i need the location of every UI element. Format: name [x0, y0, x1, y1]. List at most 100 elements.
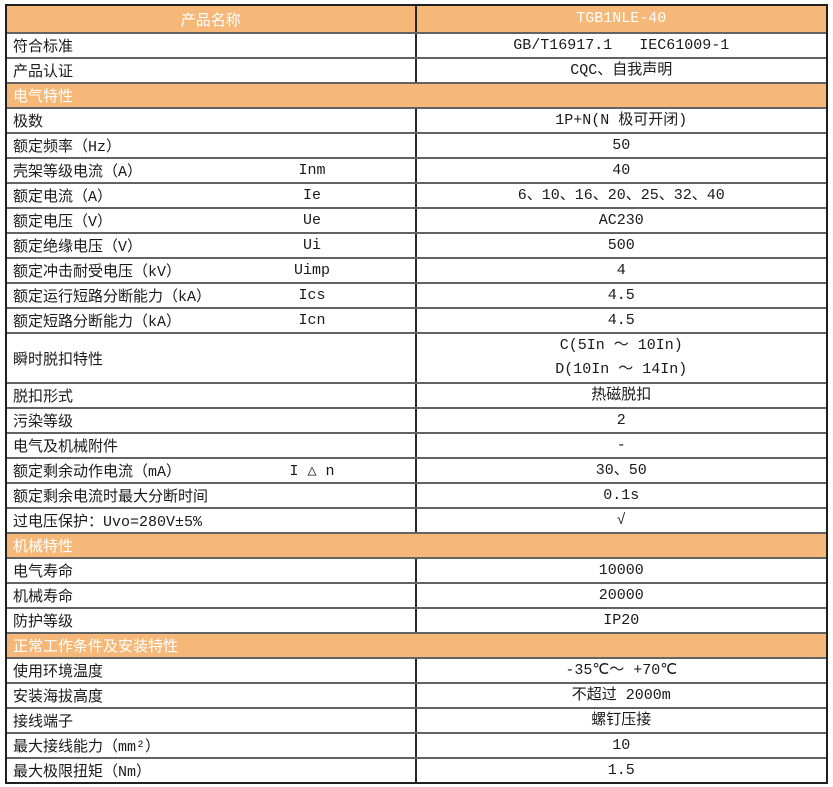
- spec-value-cell: GB/T16917.1 IEC61009-1: [513, 36, 730, 54]
- spec-value-cell: 不超过 2000m: [571, 686, 671, 704]
- spec-label-cell: 电气寿命: [7, 559, 417, 582]
- spec-symbol: Inm: [298, 162, 326, 179]
- product-name-header: 产品名称: [7, 6, 417, 32]
- spec-label-cell: 壳架等级电流（A） Inm: [7, 159, 417, 182]
- table-row: 使用环境温度 -35℃～ +70℃: [7, 657, 826, 682]
- spec-label-cell: 额定短路分断能力（kA） Icn: [7, 309, 417, 332]
- spec-value-cell: -: [616, 436, 626, 454]
- table-row: 脱扣形式 热磁脱扣: [7, 382, 826, 407]
- table-row: 符合标准 GB/T16917.1 IEC61009-1: [7, 32, 826, 57]
- spec-value-cell: -35℃～ +70℃: [565, 661, 678, 679]
- spec-label: 最大接线能力（mm²）: [13, 739, 161, 756]
- section-title: 正常工作条件及安装特性: [13, 639, 179, 656]
- spec-symbol: Icn: [298, 312, 326, 329]
- spec-label-cell: 极数: [7, 109, 417, 132]
- table-row: 额定频率（Hz） 50: [7, 132, 826, 157]
- spec-value-cell: 4.5: [607, 311, 635, 329]
- spec-label-cell: 安装海拔高度: [7, 684, 417, 707]
- spec-label: 壳架等级电流（A）: [13, 164, 143, 181]
- table-row: 额定电流（A） Ie 6、10、16、20、25、32、40: [7, 182, 826, 207]
- spec-value-cell: C(5In ～ 10In) D(10In ～ 14In): [417, 334, 827, 382]
- table-row: 额定剩余电流时最大分断时间 0.1s: [7, 482, 826, 507]
- spec-label: 脱扣形式: [13, 389, 74, 406]
- spec-label: 产品认证: [13, 64, 74, 81]
- spec-value-cell: 20000: [598, 586, 644, 604]
- table-row: 额定运行短路分断能力（kA） Ics 4.5: [7, 282, 826, 307]
- spec-value-cell: 40: [612, 161, 631, 179]
- spec-symbol: I △ n: [289, 463, 335, 480]
- spec-label: 额定频率（Hz）: [13, 139, 122, 156]
- section-title: 电气特性: [13, 89, 74, 106]
- table-row: 额定冲击耐受电压（kV） Uimp 4: [7, 257, 826, 282]
- table-row: 最大极限扭矩（Nm） 1.5: [7, 757, 826, 782]
- table-row: 最大接线能力（mm²） 10: [7, 732, 826, 757]
- spec-label-cell: 最大接线能力（mm²）: [7, 734, 417, 757]
- product-header-row: 产品名称 TGB1NLE-40: [7, 6, 826, 32]
- spec-label-cell: 接线端子: [7, 709, 417, 732]
- spec-label: 额定电流（A）: [13, 189, 113, 206]
- table-row: 产品认证 CQC、自我声明: [7, 57, 826, 82]
- spec-label: 污染等级: [13, 414, 74, 431]
- spec-label-cell: 额定绝缘电压（V） Ui: [7, 234, 417, 257]
- spec-value-cell: 500: [607, 236, 635, 254]
- spec-label-cell: 额定运行短路分断能力（kA） Ics: [7, 284, 417, 307]
- table-row: 额定电压（V） Ue AC230: [7, 207, 826, 232]
- spec-value-cell: 6、10、16、20、25、32、40: [517, 186, 725, 204]
- spec-value-cell: IP20: [603, 611, 640, 629]
- section-header-row: 机械特性: [7, 532, 826, 557]
- spec-label: 极数: [13, 114, 44, 131]
- spec-label-cell: 最大极限扭矩（Nm）: [7, 759, 417, 782]
- spec-label-cell: 额定频率（Hz）: [7, 134, 417, 157]
- spec-label: 符合标准: [13, 39, 74, 56]
- spec-label-cell: 电气及机械附件: [7, 434, 417, 457]
- spec-label-cell: 产品认证: [7, 59, 417, 82]
- spec-value-line: C(5In ～ 10In): [559, 337, 683, 354]
- spec-symbol: Ie: [302, 187, 321, 204]
- spec-value-cell: 30、50: [595, 461, 647, 479]
- spec-value-cell: 1P+N(N 极可开闭): [555, 111, 688, 129]
- table-row: 安装海拔高度 不超过 2000m: [7, 682, 826, 707]
- spec-label: 电气寿命: [13, 564, 74, 581]
- spec-symbol: Uimp: [293, 262, 330, 279]
- spec-label: 额定短路分断能力（kA）: [13, 314, 182, 331]
- spec-value-cell: 0.1s: [603, 486, 640, 504]
- spec-label: 额定电压（V）: [13, 214, 113, 231]
- section-header-row: 正常工作条件及安装特性: [7, 632, 826, 657]
- spec-label: 防护等级: [13, 614, 74, 631]
- spec-value-cell: 4.5: [607, 286, 635, 304]
- spec-value-cell: 4: [616, 261, 626, 279]
- table-row: 机械寿命 20000: [7, 582, 826, 607]
- spec-label: 接线端子: [13, 714, 74, 731]
- spec-label: 额定剩余动作电流（mA）: [13, 464, 182, 481]
- spec-label: 机械寿命: [13, 589, 74, 606]
- spec-label: 过电压保护：Uvo=280V±5%: [13, 514, 203, 531]
- spec-symbol: Ui: [302, 237, 321, 254]
- spec-value-cell: 1.5: [607, 761, 635, 779]
- spec-symbol: Ics: [298, 287, 326, 304]
- spec-label-cell: 额定剩余电流时最大分断时间: [7, 484, 417, 507]
- spec-label-cell: 污染等级: [7, 409, 417, 432]
- product-spec-table: 产品名称 TGB1NLE-40 符合标准 GB/T16917.1 IEC61009-1…: [5, 4, 828, 784]
- table-row: 壳架等级电流（A） Inm 40: [7, 157, 826, 182]
- table-row: 极数 1P+N(N 极可开闭): [7, 107, 826, 132]
- spec-value-cell: CQC、自我声明: [570, 61, 673, 79]
- spec-value-cell: 热磁脱扣: [591, 386, 652, 404]
- spec-label-cell: 额定电压（V） Ue: [7, 209, 417, 232]
- table-row: 防护等级 IP20: [7, 607, 826, 632]
- table-row: 额定短路分断能力（kA） Icn 4.5: [7, 307, 826, 332]
- spec-label: 最大极限扭矩（Nm）: [13, 764, 152, 781]
- section-title: 机械特性: [13, 539, 74, 556]
- spec-label-cell: 额定冲击耐受电压（kV） Uimp: [7, 259, 417, 282]
- spec-label: 额定运行短路分断能力（kA）: [13, 289, 212, 306]
- spec-symbol: Ue: [302, 212, 321, 229]
- spec-label: 瞬时脱扣特性: [13, 351, 104, 369]
- spec-value-cell: 10: [612, 736, 631, 754]
- table-row: 瞬时脱扣特性 C(5In ～ 10In) D(10In ～ 14In): [7, 332, 826, 382]
- table-row: 过电压保护：Uvo=280V±5% √: [7, 507, 826, 532]
- spec-value-cell: 螺钉压接: [591, 711, 652, 729]
- spec-value-cell: 10000: [598, 561, 644, 579]
- spec-label: 额定剩余电流时最大分断时间: [13, 489, 209, 506]
- spec-value-cell: √: [616, 511, 626, 529]
- table-row: 额定剩余动作电流（mA） I △ n 30、50: [7, 457, 826, 482]
